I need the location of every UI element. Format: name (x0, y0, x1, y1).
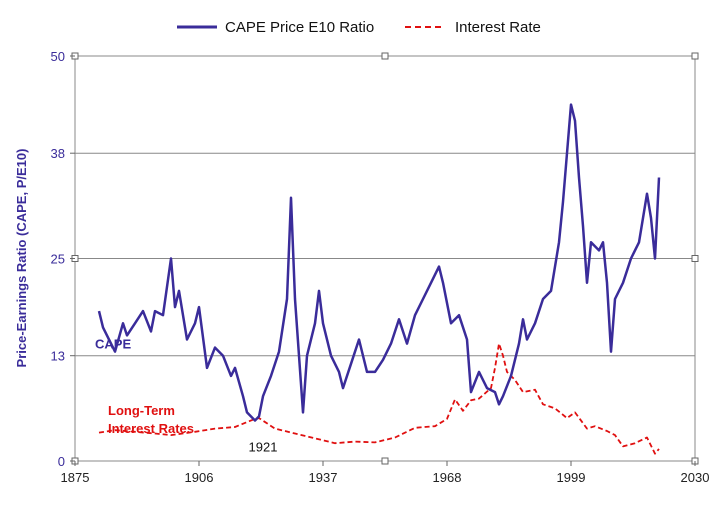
annotation-layer: CAPE 1921 Long-Term Interest Rates (95, 337, 277, 455)
series-layer (97, 103, 661, 455)
y-tick-label-0: 0 (58, 454, 65, 469)
selection-handle-1 (381, 52, 389, 60)
legend: CAPE Price E10 Ratio Interest Rate (177, 19, 541, 36)
series-line-interest-rate (98, 342, 660, 455)
x-tick-label-2: 1937 (309, 470, 338, 485)
legend-label-rate: Interest Rate (455, 19, 541, 36)
legend-label-cape: CAPE Price E10 Ratio (225, 19, 374, 36)
x-tick-label-3: 1968 (433, 470, 462, 485)
y-tick-label-3: 38 (51, 146, 65, 161)
x-tick-label-5: 2030 (681, 470, 710, 485)
grid-lines (75, 152, 695, 357)
annotation-interest-rates-line-0: Long-Term (108, 403, 175, 418)
x-tick-label-4: 1999 (557, 470, 586, 485)
selection-handle-4 (691, 255, 699, 262)
y-tick-label-2: 25 (51, 252, 65, 267)
y-tick-label-1: 13 (51, 349, 65, 364)
annotation-interest-rates-line-1: Interest Rates (108, 421, 194, 436)
series-line-cape (97, 103, 661, 422)
x-axis-ticks: 1875 1906 1937 1968 1999 2030 (61, 461, 710, 485)
x-tick-label-1: 1906 (185, 470, 214, 485)
selection-handle-6 (381, 457, 389, 465)
y-axis-label: Price-Earnings Ratio (CAPE, P/E10) (14, 149, 29, 368)
annotation-1921: 1921 (249, 439, 278, 454)
x-tick-label-0: 1875 (61, 470, 90, 485)
annotation-cape: CAPE (95, 337, 131, 352)
selection-handle-2 (691, 52, 699, 60)
y-tick-label-4: 50 (51, 49, 65, 64)
y-axis-ticks: 0 13 25 38 50 (51, 49, 75, 469)
